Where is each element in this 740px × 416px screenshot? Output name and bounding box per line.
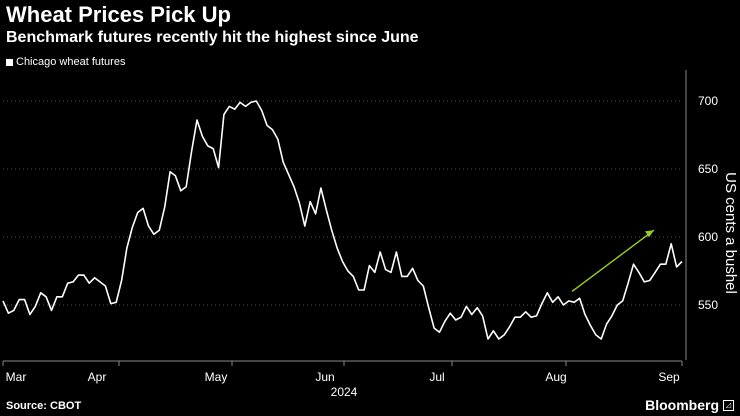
y-tick-label: 700 bbox=[698, 94, 718, 108]
trend-arrow-head bbox=[645, 230, 654, 238]
chart-subtitle: Benchmark futures recently hit the highe… bbox=[6, 29, 419, 46]
y-tick-label: 650 bbox=[698, 162, 718, 176]
x-axis: Mar Apr May Jun Jul Aug Sep 2024 bbox=[2, 360, 683, 399]
x-tick-label: Apr bbox=[88, 370, 107, 384]
x-tick-label: Aug bbox=[545, 370, 566, 384]
chart-title: Wheat Prices Pick Up bbox=[6, 2, 231, 27]
legend-swatch bbox=[6, 58, 13, 66]
trend-arrow bbox=[571, 229, 655, 292]
brand-wordmark: Bloomberg bbox=[645, 397, 719, 413]
y-axis: 550 600 650 700 US cents a bushel bbox=[685, 70, 739, 360]
gridlines bbox=[3, 100, 682, 306]
y-axis-title: US cents a bushel bbox=[722, 172, 739, 294]
x-year-label: 2024 bbox=[331, 385, 358, 399]
annotations bbox=[571, 229, 655, 292]
x-tick-label: Jun bbox=[315, 370, 334, 384]
y-tick-label: 550 bbox=[698, 298, 718, 312]
bloomberg-logo: Bloomberg ◿ bbox=[645, 397, 734, 413]
x-tick-label: May bbox=[205, 370, 228, 384]
x-tick-label: Sep bbox=[658, 370, 680, 384]
series-line-chicago-wheat-futures bbox=[2, 100, 683, 340]
terminal-logo-icon: ◿ bbox=[723, 399, 734, 411]
x-tick-label: Jul bbox=[429, 370, 444, 384]
x-tick-label: Mar bbox=[6, 370, 27, 384]
legend-label: Chicago wheat futures bbox=[16, 56, 126, 68]
chart-legend: Chicago wheat futures bbox=[6, 56, 125, 68]
series-group bbox=[2, 100, 683, 340]
source-note: Source: CBOT bbox=[6, 400, 82, 412]
y-tick-label: 600 bbox=[698, 230, 718, 244]
